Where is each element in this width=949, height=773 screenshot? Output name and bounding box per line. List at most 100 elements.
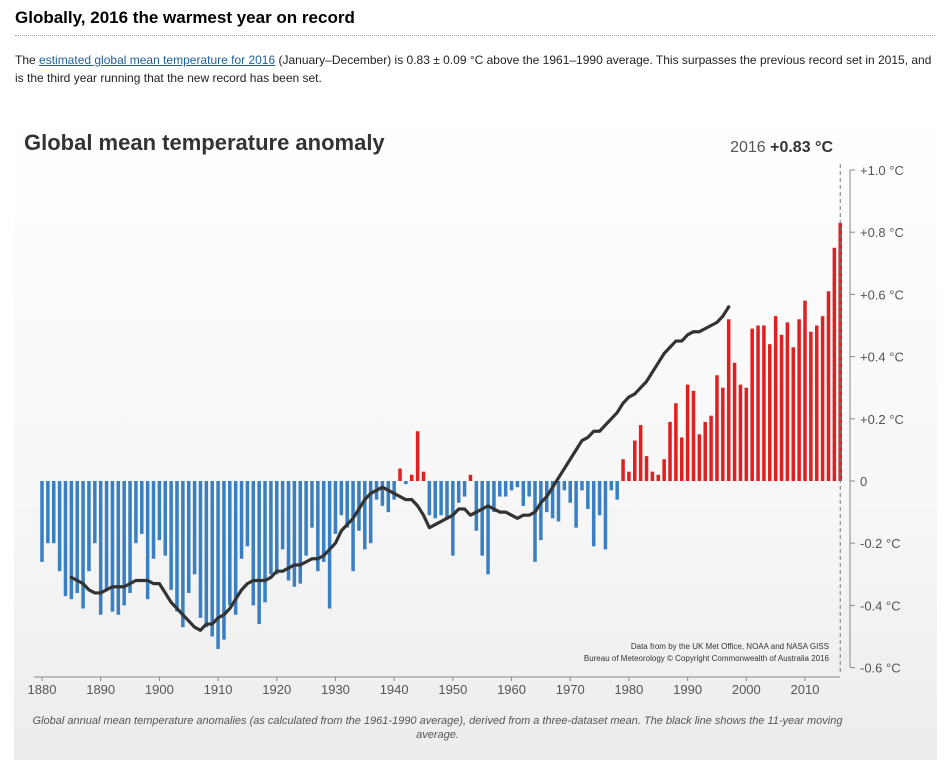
axes-group: +1.0 °C +0.8 °C +0.6 °C +0.4 °C +0.2 °C 0 -0.2…: [28, 163, 904, 697]
bar-1925: [304, 481, 308, 556]
bar-1961: [515, 481, 520, 488]
bar-1999: [738, 384, 743, 481]
x-tick-label: 1890: [86, 682, 115, 697]
x-tick-label: 1960: [497, 682, 526, 697]
estimated-temperature-link[interactable]: estimated global mean temperature for 20…: [39, 53, 276, 67]
bar-group: [40, 222, 842, 649]
bar-2006: [779, 334, 784, 481]
bar-1923: [292, 481, 297, 587]
bar-1884: [63, 481, 68, 597]
y-tick-label: +0.2 °C: [860, 412, 904, 427]
bar-1907: [198, 481, 203, 618]
bar-1929: [327, 481, 332, 609]
bar-1883: [57, 481, 62, 572]
x-tick-label: 1880: [28, 682, 57, 697]
bar-1981: [633, 440, 637, 481]
bar-1982: [638, 425, 643, 481]
bar-1891: [104, 481, 109, 590]
bar-1992: [697, 434, 702, 481]
bar-1890: [98, 481, 103, 615]
bar-1922: [286, 481, 291, 581]
bar-1921: [280, 481, 285, 550]
bar-1997: [726, 319, 731, 481]
bar-1903: [175, 481, 179, 612]
chart-caption: Global annual mean temperature anomalies…: [32, 715, 843, 741]
x-tick-label: 1970: [556, 682, 585, 697]
bar-1984: [650, 471, 655, 481]
bar-1938: [380, 481, 385, 506]
bar-1908: [204, 481, 209, 628]
bar-1900: [157, 481, 162, 541]
bar-2011: [809, 331, 813, 481]
bar-1915: [245, 481, 250, 547]
bar-1962: [521, 481, 526, 506]
bar-1912: [228, 481, 232, 606]
bar-1956: [486, 481, 490, 575]
y-tick-label: +1.0 °C: [860, 163, 904, 178]
bar-2008: [791, 347, 796, 481]
bar-1954: [474, 481, 479, 531]
moving-average-line: [69, 305, 731, 632]
bar-1977: [609, 481, 614, 491]
bar-1971: [574, 481, 578, 528]
highlight-readout: 2016 +0.83 °C: [730, 139, 833, 156]
bar-1959: [503, 481, 508, 497]
bar-1975: [597, 481, 602, 516]
bar-1933: [351, 481, 355, 572]
x-tick-label: 1930: [321, 682, 350, 697]
bar-1960: [509, 481, 514, 491]
bar-1968: [556, 481, 561, 522]
bar-1901: [163, 481, 168, 556]
bar-1983: [644, 456, 649, 481]
bar-1904: [181, 481, 185, 628]
y-tick-label: -0.4 °C: [860, 598, 901, 613]
bar-1972: [580, 481, 584, 491]
bar-1948: [439, 481, 443, 516]
bar-1993: [703, 421, 707, 481]
bar-1946: [427, 481, 432, 516]
x-tick-label: 2010: [791, 682, 820, 697]
bar-1895: [128, 481, 132, 593]
x-tick-label: 1910: [204, 682, 233, 697]
bar-1986: [662, 459, 666, 481]
bar-1898: [145, 481, 150, 600]
bar-1894: [122, 481, 126, 606]
bar-1916: [251, 481, 256, 606]
bar-1979: [621, 459, 625, 481]
credit-line-1: Data from by the UK Met Office, NOAA and…: [631, 642, 829, 651]
y-tick-label: +0.8 °C: [860, 225, 904, 240]
bar-1941: [398, 468, 402, 481]
bar-1990: [685, 384, 690, 481]
bar-2000: [744, 387, 749, 481]
bar-1996: [721, 387, 725, 481]
bar-2001: [750, 328, 754, 481]
bar-1899: [151, 481, 156, 559]
bar-2002: [756, 325, 760, 481]
bar-1902: [169, 481, 173, 590]
bar-2012: [814, 325, 819, 481]
bar-1932: [345, 481, 349, 528]
bar-2010: [803, 300, 807, 481]
bar-1910: [216, 481, 220, 649]
bar-2007: [785, 322, 790, 481]
bar-1995: [715, 375, 719, 481]
bar-2013: [820, 316, 825, 481]
bar-1988: [674, 403, 678, 481]
bar-1934: [357, 481, 361, 531]
y-tick-label: -0.2 °C: [860, 536, 901, 551]
bar-1885: [69, 481, 74, 600]
bar-1976: [603, 481, 608, 550]
bar-1893: [116, 481, 121, 615]
x-tick-label: 1950: [438, 682, 467, 697]
bar-1918: [263, 481, 267, 603]
bar-1906: [192, 481, 197, 575]
bar-1886: [75, 481, 79, 593]
bar-1920: [275, 481, 279, 575]
credit-line-2: Bureau of Meteorology © Copyright Common…: [584, 654, 830, 663]
bar-2015: [832, 247, 837, 481]
bar-1951: [456, 481, 461, 503]
bar-1989: [679, 437, 684, 481]
bar-1949: [445, 481, 449, 519]
intro-suffix: (January–December) is 0.83 ± 0.09 °C abo…: [15, 53, 932, 85]
bar-1994: [709, 415, 713, 481]
